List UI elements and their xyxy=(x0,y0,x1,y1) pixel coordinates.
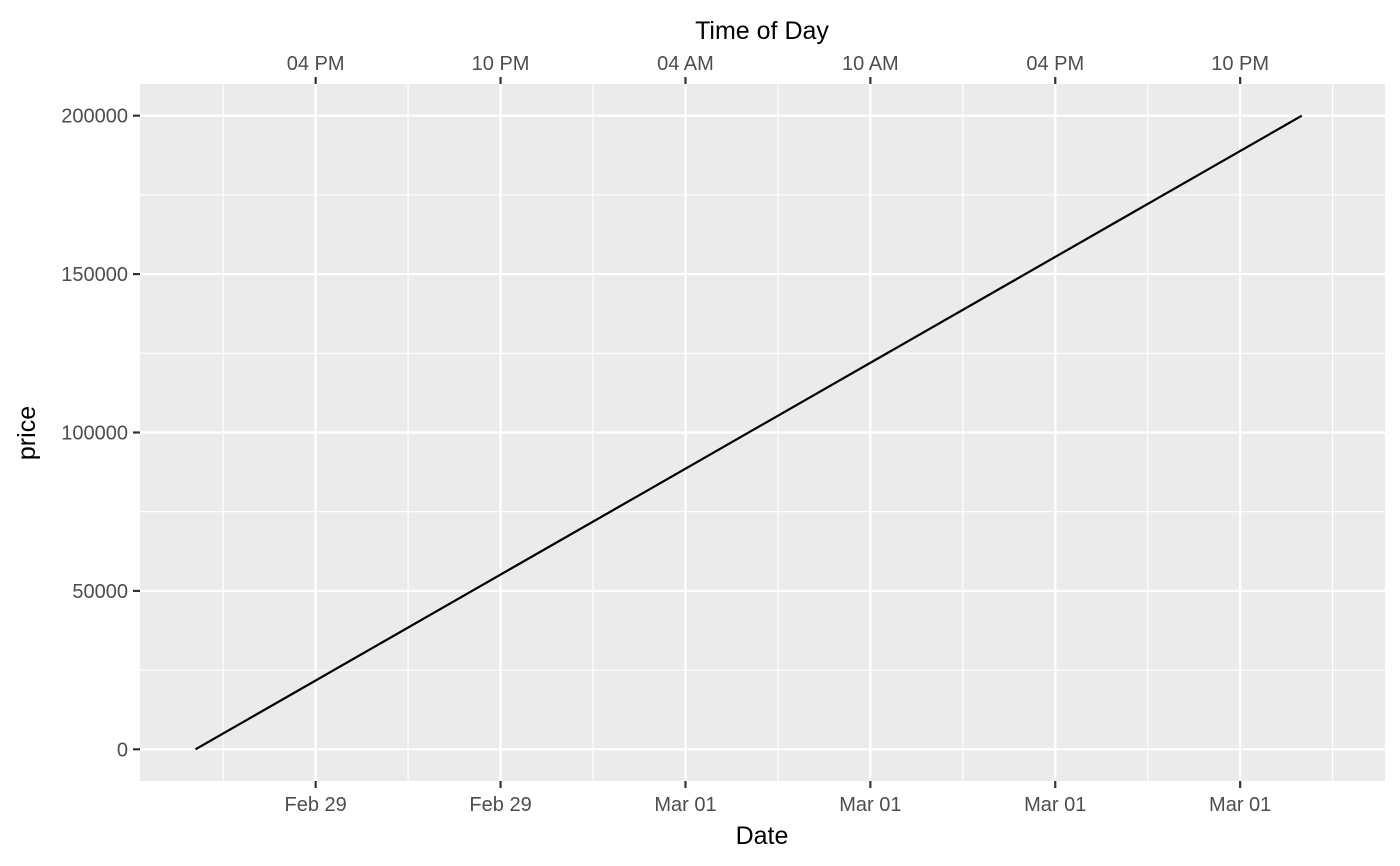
x2-tick-label: 10 PM xyxy=(1211,53,1269,75)
x-axis-title: Date xyxy=(736,822,789,850)
y-tick-label: 0 xyxy=(117,739,128,761)
x-tick-label: Mar 01 xyxy=(1209,794,1271,816)
y-tick-label: 150000 xyxy=(61,264,128,286)
x2-tick-label: 04 PM xyxy=(1026,53,1084,75)
x-tick-label: Mar 01 xyxy=(654,794,716,816)
x2-tick-label: 10 PM xyxy=(472,53,530,75)
y-tick-label: 200000 xyxy=(61,106,128,128)
y-tick-label: 100000 xyxy=(61,423,128,445)
x2-axis-title: Time of Day xyxy=(695,17,829,45)
x2-tick-label: 04 AM xyxy=(657,53,714,75)
x2-tick-label: 04 PM xyxy=(287,53,345,75)
y-axis-title: price xyxy=(13,406,41,460)
x-tick-label: Feb 29 xyxy=(285,794,347,816)
x-tick-label: Mar 01 xyxy=(839,794,901,816)
y-tick-label: 50000 xyxy=(72,581,128,603)
x-tick-label: Feb 29 xyxy=(469,794,531,816)
series-line xyxy=(194,114,1303,751)
x-tick-label: Mar 01 xyxy=(1024,794,1086,816)
x2-tick-label: 10 AM xyxy=(842,53,899,75)
